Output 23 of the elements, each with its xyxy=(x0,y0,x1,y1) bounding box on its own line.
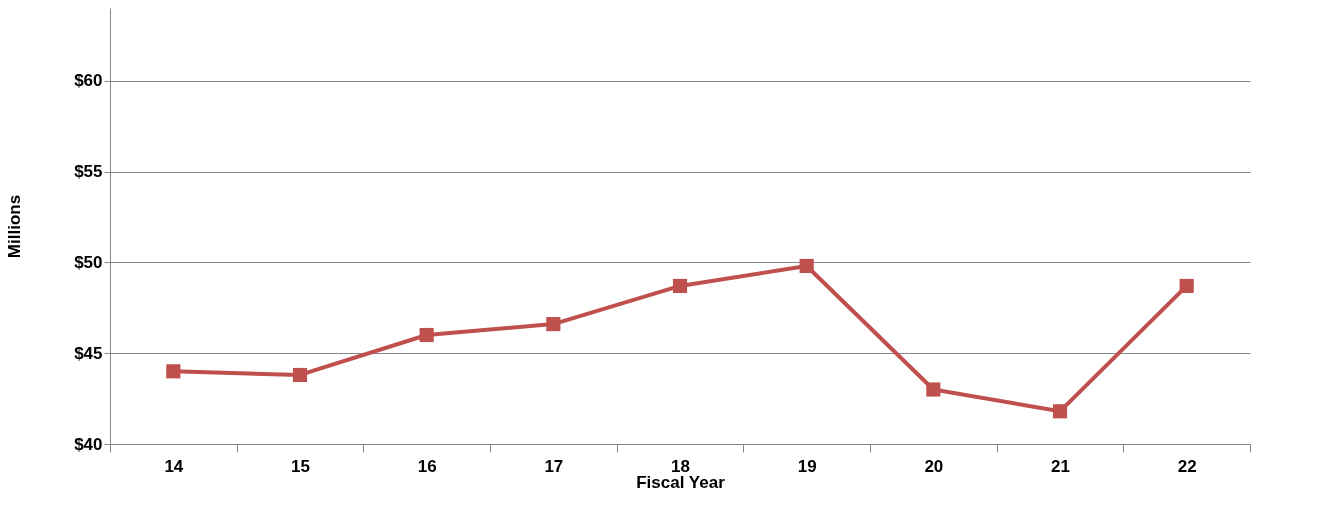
point xyxy=(926,382,941,397)
point xyxy=(1179,278,1194,294)
point xyxy=(166,364,181,379)
y-tick-label: $45 xyxy=(74,343,103,363)
y-tick-label: $50 xyxy=(74,252,103,272)
point xyxy=(292,367,308,383)
y-tick-label: $60 xyxy=(74,71,103,91)
x-tick-label: 19 xyxy=(797,456,817,476)
point xyxy=(799,258,814,274)
x-tick-label: 16 xyxy=(417,456,437,476)
point xyxy=(419,327,434,343)
point xyxy=(546,317,561,332)
x-tick-label: 20 xyxy=(924,456,944,476)
point xyxy=(1052,404,1068,419)
y-tick-label: $55 xyxy=(74,162,103,181)
x-tick-label: 17 xyxy=(544,456,564,476)
y-tick-label: $40 xyxy=(74,434,103,454)
x-tick-label: 15 xyxy=(291,456,310,476)
point xyxy=(672,278,688,294)
x-tick-label: 14 xyxy=(164,456,184,476)
y-axis-title: Millions xyxy=(5,194,25,259)
x-tick-label: 22 xyxy=(1177,456,1197,476)
x-tick-label: 21 xyxy=(1051,456,1070,476)
